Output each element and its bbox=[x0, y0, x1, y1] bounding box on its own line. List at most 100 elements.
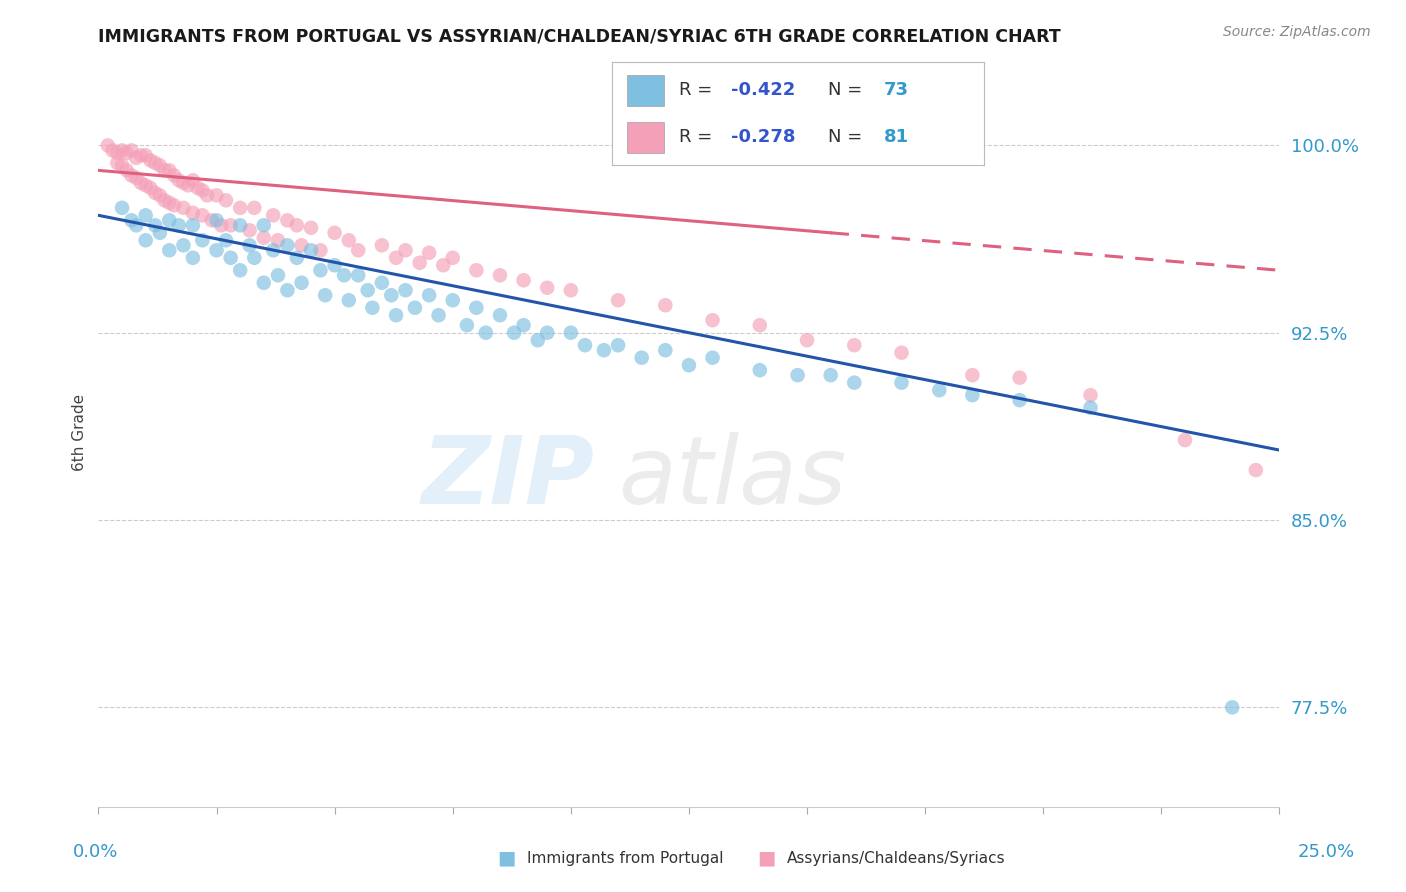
Point bbox=[97, 138, 120, 153]
Point bbox=[195, 188, 218, 202]
Point bbox=[135, 208, 157, 222]
Point bbox=[844, 338, 866, 352]
Point bbox=[1174, 433, 1197, 447]
Text: 81: 81 bbox=[883, 128, 908, 146]
Point bbox=[191, 233, 214, 247]
Point bbox=[465, 263, 488, 277]
Point bbox=[309, 263, 332, 277]
Point bbox=[181, 219, 204, 233]
Point bbox=[408, 256, 430, 270]
Point bbox=[418, 288, 440, 302]
Text: 73: 73 bbox=[883, 81, 908, 99]
Point bbox=[309, 244, 332, 258]
Point bbox=[167, 219, 190, 233]
Point bbox=[314, 288, 336, 302]
Point bbox=[121, 213, 143, 227]
Point bbox=[143, 219, 166, 233]
Point bbox=[181, 173, 204, 187]
Point bbox=[432, 258, 454, 272]
Point bbox=[276, 213, 298, 227]
Point bbox=[323, 258, 346, 272]
Point bbox=[890, 376, 912, 390]
Point bbox=[243, 201, 266, 215]
Point bbox=[357, 283, 380, 297]
Point bbox=[290, 276, 312, 290]
Point bbox=[135, 178, 157, 193]
Point bbox=[172, 201, 194, 215]
Text: Assyrians/Chaldeans/Syriacs: Assyrians/Chaldeans/Syriacs bbox=[787, 851, 1005, 865]
Point bbox=[560, 326, 582, 340]
Point bbox=[125, 170, 148, 185]
Point bbox=[262, 208, 284, 222]
Point bbox=[239, 223, 262, 237]
Text: -0.422: -0.422 bbox=[731, 81, 796, 99]
Point bbox=[489, 308, 512, 322]
Point bbox=[163, 169, 186, 183]
Point bbox=[229, 201, 252, 215]
Point bbox=[143, 186, 166, 200]
Text: N =: N = bbox=[828, 128, 868, 146]
Point bbox=[253, 276, 276, 290]
Point bbox=[253, 231, 276, 245]
Point bbox=[928, 383, 950, 397]
Point bbox=[167, 173, 190, 187]
Point bbox=[149, 226, 172, 240]
Point bbox=[181, 251, 204, 265]
Text: IMMIGRANTS FROM PORTUGAL VS ASSYRIAN/CHALDEAN/SYRIAC 6TH GRADE CORRELATION CHART: IMMIGRANTS FROM PORTUGAL VS ASSYRIAN/CHA… bbox=[98, 28, 1062, 45]
Point bbox=[489, 268, 512, 283]
Point bbox=[285, 219, 308, 233]
Point bbox=[299, 244, 322, 258]
Point bbox=[201, 213, 224, 227]
Point bbox=[678, 358, 700, 372]
Point bbox=[654, 343, 676, 358]
Point bbox=[121, 144, 143, 158]
Point bbox=[574, 338, 596, 352]
Point bbox=[796, 333, 818, 347]
Point bbox=[512, 318, 534, 333]
Point bbox=[125, 151, 148, 165]
Point bbox=[560, 283, 582, 297]
Point bbox=[441, 251, 464, 265]
Point bbox=[404, 301, 426, 315]
Point bbox=[385, 308, 408, 322]
Point bbox=[129, 148, 152, 162]
Point bbox=[503, 326, 526, 340]
Point bbox=[157, 244, 180, 258]
Text: R =: R = bbox=[679, 128, 717, 146]
Point bbox=[129, 176, 152, 190]
Point bbox=[347, 268, 370, 283]
Point bbox=[181, 206, 204, 220]
Text: Immigrants from Portugal: Immigrants from Portugal bbox=[527, 851, 724, 865]
Point bbox=[536, 326, 558, 340]
Point bbox=[191, 183, 214, 197]
Point bbox=[177, 178, 200, 193]
Point bbox=[125, 219, 148, 233]
Point bbox=[191, 208, 214, 222]
Point bbox=[820, 368, 842, 383]
Text: N =: N = bbox=[828, 81, 868, 99]
Point bbox=[139, 153, 162, 168]
Point bbox=[593, 343, 616, 358]
Point bbox=[607, 293, 630, 308]
Point bbox=[333, 268, 356, 283]
Point bbox=[290, 238, 312, 252]
Point bbox=[427, 308, 450, 322]
Point bbox=[243, 251, 266, 265]
Point bbox=[371, 276, 394, 290]
Y-axis label: 6th Grade: 6th Grade bbox=[72, 394, 87, 471]
Point bbox=[215, 194, 238, 208]
Point bbox=[394, 244, 416, 258]
Point bbox=[205, 188, 228, 202]
Point bbox=[172, 176, 194, 190]
Point bbox=[285, 251, 308, 265]
Point bbox=[157, 195, 180, 210]
Point bbox=[135, 233, 157, 247]
Point bbox=[111, 158, 134, 172]
Point bbox=[135, 148, 157, 162]
Point bbox=[748, 318, 770, 333]
Text: ■: ■ bbox=[496, 848, 516, 868]
Text: Source: ZipAtlas.com: Source: ZipAtlas.com bbox=[1223, 25, 1371, 39]
Point bbox=[149, 188, 172, 202]
Text: ZIP: ZIP bbox=[422, 432, 595, 524]
Text: atlas: atlas bbox=[619, 432, 846, 523]
